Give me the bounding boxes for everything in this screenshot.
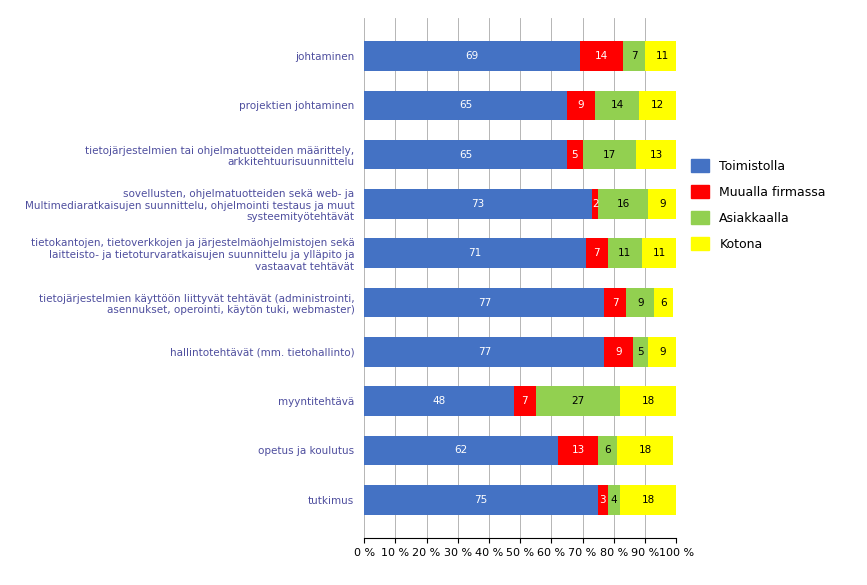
Text: 12: 12 [651,100,664,111]
Bar [642,239,676,268]
Text: 75: 75 [474,495,488,505]
Bar [514,386,536,416]
Bar [608,485,620,515]
Text: 7: 7 [522,396,528,406]
Bar [604,288,626,317]
Text: 11: 11 [618,248,631,258]
Text: 14: 14 [595,51,608,61]
Text: 11: 11 [655,51,668,61]
Text: 9: 9 [577,100,584,111]
Text: 18: 18 [642,495,655,505]
Bar [649,189,676,219]
Text: 62: 62 [454,445,467,456]
Text: 2: 2 [592,199,598,209]
Text: 18: 18 [642,396,655,406]
Text: 27: 27 [571,396,584,406]
Text: 77: 77 [478,347,491,357]
Bar [364,91,567,120]
Bar [636,140,676,170]
Bar [364,189,592,219]
Bar [364,485,598,515]
Text: 71: 71 [468,248,481,258]
Text: 13: 13 [571,445,584,456]
Text: 13: 13 [649,150,662,160]
Text: 9: 9 [659,347,666,357]
Bar [567,91,595,120]
Bar [364,436,557,465]
Bar [579,41,623,71]
Bar [639,91,676,120]
Bar [604,337,633,367]
Bar [595,91,639,120]
Text: 69: 69 [466,51,479,61]
Text: 3: 3 [600,495,606,505]
Bar [649,337,676,367]
Bar [364,386,514,416]
Text: 16: 16 [616,199,629,209]
Bar [586,239,608,268]
Bar [655,288,673,317]
Bar [645,41,680,71]
Bar [557,436,598,465]
Text: 65: 65 [459,100,473,111]
Bar [567,140,583,170]
Text: 6: 6 [604,445,611,456]
Text: 17: 17 [603,150,616,160]
Bar [364,337,604,367]
Text: 65: 65 [459,150,473,160]
Bar [364,41,579,71]
Text: 7: 7 [593,248,600,258]
Text: 4: 4 [610,495,617,505]
Bar [620,386,676,416]
Bar [592,189,598,219]
Text: 18: 18 [638,445,652,456]
Bar [623,41,645,71]
Bar [598,436,617,465]
Legend: Toimistolla, Muualla firmassa, Asiakkaalla, Kotona: Toimistolla, Muualla firmassa, Asiakkaal… [686,154,831,256]
Text: 14: 14 [610,100,623,111]
Bar [620,485,676,515]
Text: 5: 5 [571,150,578,160]
Bar [598,189,649,219]
Text: 77: 77 [478,298,491,308]
Text: 48: 48 [433,396,446,406]
Bar [617,436,673,465]
Text: 5: 5 [637,347,643,357]
Bar [633,337,649,367]
Bar [626,288,655,317]
Text: 9: 9 [659,199,666,209]
Text: 7: 7 [631,51,637,61]
Text: 11: 11 [653,248,666,258]
Bar [608,239,642,268]
Bar [583,140,636,170]
Text: 9: 9 [616,347,622,357]
Text: 7: 7 [612,298,619,308]
Text: 9: 9 [637,298,643,308]
Text: 73: 73 [472,199,485,209]
Bar [364,140,567,170]
Bar [364,288,604,317]
Text: 6: 6 [661,298,667,308]
Bar [598,485,608,515]
Bar [364,239,586,268]
Bar [536,386,620,416]
